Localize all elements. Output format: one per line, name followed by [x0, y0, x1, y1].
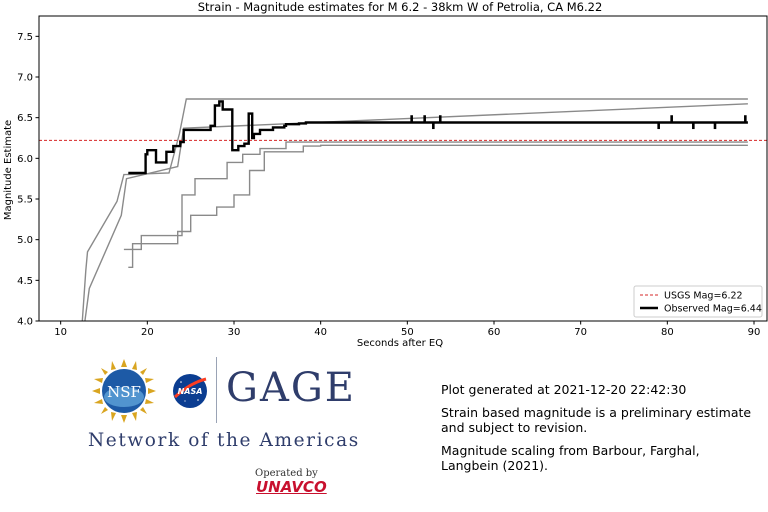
gage-logo-text: GAGE: [226, 365, 356, 411]
plot-frame: [38, 15, 768, 322]
x-tick-label: 90: [748, 327, 761, 338]
y-tick-label: 6.0: [17, 154, 33, 165]
network-of-americas-text: Network of the Americas: [88, 430, 360, 451]
x-tick-label: 70: [574, 327, 587, 338]
scaling-reference: Magnitude scaling from Barbour, Farghal,…: [441, 443, 700, 473]
legend: USGS Mag=6.22 Observed Mag=6.44: [633, 285, 763, 318]
legend-label: USGS Mag=6.22: [664, 291, 743, 302]
nasa-logo-icon: NASA: [173, 374, 207, 408]
operated-by-text: Operated by: [255, 468, 318, 479]
series-line-5: [128, 144, 748, 268]
y-tick-label: 4.0: [17, 317, 33, 328]
x-tick-label: 30: [228, 327, 241, 338]
nasa-logo-label: NASA: [178, 387, 203, 396]
unavco-logo-text: UNAVCO: [256, 478, 327, 496]
y-tick-label: 7.5: [17, 32, 33, 43]
logo-divider: [216, 357, 217, 423]
x-tick-label: 20: [141, 327, 154, 338]
x-tick-label: 60: [488, 327, 501, 338]
generated-timestamp: Plot generated at 2021-12-20 22:42:30: [441, 382, 687, 397]
y-axis-label: Magnitude Estimate: [3, 120, 14, 220]
x-tick-label: 50: [401, 327, 414, 338]
disclaimer-text: Strain based magnitude is a preliminary …: [441, 405, 752, 435]
logo-area: NSF NASA GAGE Network of the Americas Op…: [88, 355, 388, 505]
y-tick-label: 7.0: [17, 73, 33, 84]
series-line-3: [84, 103, 748, 321]
y-tick-label: 4.5: [17, 276, 33, 287]
x-tick-label: 10: [54, 327, 67, 338]
series-line-4: [123, 141, 748, 251]
x-axis-label: Seconds after EQ: [357, 338, 443, 349]
series-line-1: [128, 100, 748, 175]
series-line-2: [81, 98, 748, 321]
legend-box: [633, 285, 763, 318]
info-block: Plot generated at 2021-12-20 22:42:30 St…: [441, 382, 761, 481]
y-tick-label: 6.5: [17, 113, 33, 124]
legend-label: Observed Mag=6.44: [664, 304, 762, 315]
magnitude-chart: Strain - Magnitude estimates for M 6.2 -…: [3, 0, 768, 349]
y-tick-label: 5.5: [17, 195, 33, 206]
x-tick-label: 40: [314, 327, 327, 338]
y-tick-label: 5.0: [17, 235, 33, 246]
nsf-seal-label: NSF: [107, 383, 141, 401]
nsf-seal-icon: NSF: [92, 359, 156, 423]
chart-title: Strain - Magnitude estimates for M 6.2 -…: [198, 0, 603, 14]
x-tick-label: 80: [661, 327, 674, 338]
